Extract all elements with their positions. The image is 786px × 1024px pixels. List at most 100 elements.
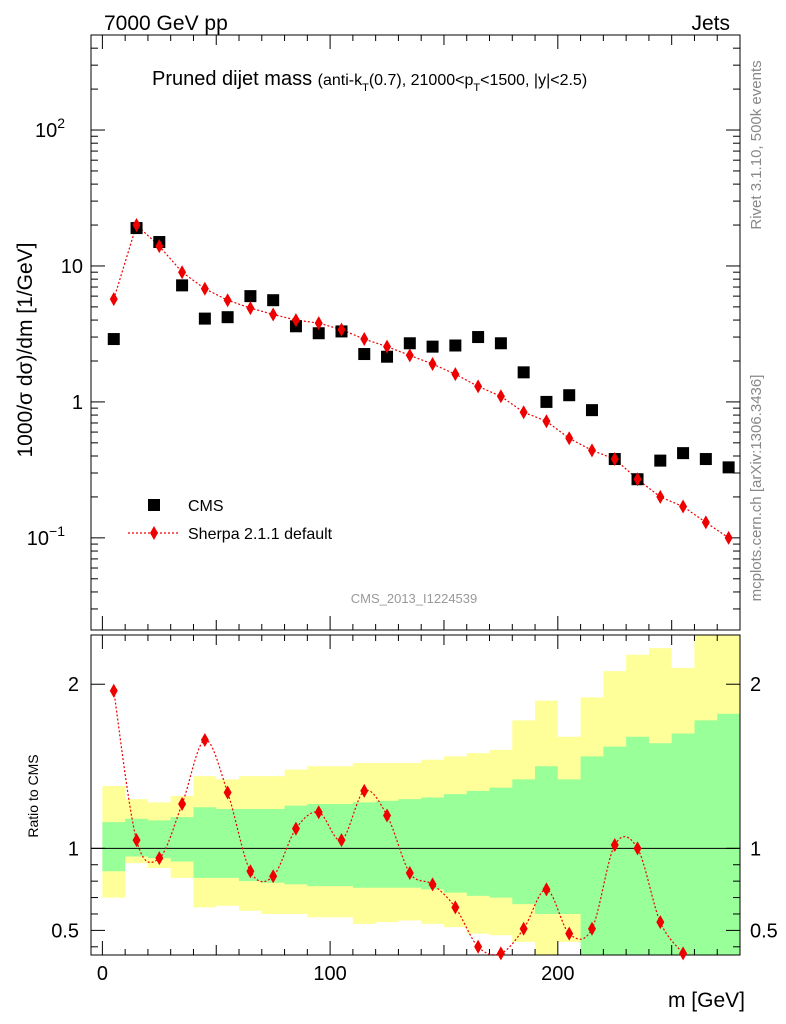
- cms-data-point: [449, 339, 462, 352]
- sherpa-data-point: [451, 367, 460, 382]
- sherpa-data-point: [383, 339, 392, 354]
- ratio-sherpa-point: [337, 833, 346, 848]
- ratio-y-axis-label: Ratio to CMS: [25, 754, 41, 837]
- cms-data-point: [563, 389, 576, 402]
- ratio-sherpa-point: [155, 851, 164, 866]
- x-tick-label: 0: [97, 963, 108, 985]
- cms-data-point: [381, 350, 394, 363]
- ratio-sherpa-point: [496, 946, 505, 961]
- ratio-sherpa-point: [474, 939, 483, 954]
- ratio-sherpa-point: [565, 926, 574, 941]
- sherpa-data-point: [633, 472, 642, 487]
- mcplots-label: mcplots.cern.ch [arXiv:1306.3436]: [748, 375, 765, 602]
- cms-data-point: [267, 294, 280, 307]
- cms-data-point: [244, 290, 257, 303]
- cms-data-point: [540, 395, 553, 408]
- ratio-sherpa-point: [360, 783, 369, 798]
- main-y-tick-label: 10: [61, 256, 83, 278]
- sherpa-data-point: [291, 313, 300, 328]
- sherpa-data-point: [360, 332, 369, 347]
- cms-data-point: [494, 337, 507, 350]
- ratio-sherpa-point: [132, 833, 141, 848]
- ratio-sherpa-point: [405, 865, 414, 880]
- main-y-axis-label: 1000/σ dσ)/dm [1/GeV]: [14, 242, 37, 457]
- title-sub-T2: T: [473, 82, 480, 94]
- sherpa-data-point: [656, 489, 665, 504]
- sherpa-data-point: [679, 499, 688, 514]
- sherpa-data-point: [246, 301, 255, 316]
- sherpa-data-point: [542, 414, 551, 429]
- ratio-sherpa-point: [200, 733, 209, 748]
- cms-data-point: [221, 311, 234, 324]
- x-tick-label: 200: [541, 963, 574, 985]
- ratio-sherpa-point: [109, 683, 118, 698]
- ratio-y-tick-label-left: 1: [68, 838, 79, 860]
- sherpa-data-point: [496, 389, 505, 404]
- ratio-y-tick-label-left: 0.5: [51, 920, 79, 942]
- main-panel: 102 10 1 10−1: [27, 34, 741, 631]
- ratio-y-tick-label-right: 0.5: [750, 920, 778, 942]
- title-sub-3: <1500, |y|<2.5): [480, 72, 587, 89]
- ratio-sherpa-point: [633, 841, 642, 856]
- cms-data-point: [517, 366, 530, 379]
- sherpa-data-point: [610, 452, 619, 467]
- sherpa-data-point: [701, 515, 710, 530]
- sherpa-data-point: [314, 316, 323, 331]
- cms-data-point: [403, 337, 416, 350]
- sherpa-data-point: [109, 292, 118, 307]
- sherpa-data-point: [565, 431, 574, 446]
- title-main-text: Pruned dijet mass: [152, 68, 312, 90]
- ratio-sherpa-point: [679, 946, 688, 961]
- ratio-sherpa-point: [656, 915, 665, 930]
- title-sub-2: (0.7), 21000<p: [369, 72, 474, 89]
- sherpa-data-point: [269, 307, 278, 322]
- x-axis-label: m [GeV]: [668, 989, 745, 1012]
- sherpa-data-point: [587, 443, 596, 458]
- header-energy-label: 7000 GeV pp: [104, 12, 228, 35]
- header-process-label: Jets: [691, 12, 730, 35]
- main-y-tick-label: 1: [72, 392, 83, 414]
- ratio-sherpa-point: [587, 921, 596, 936]
- main-frame: [90, 34, 741, 631]
- ratio-sherpa-point: [428, 877, 437, 892]
- legend-sherpa-marker: [150, 526, 158, 540]
- sherpa-data-point: [155, 239, 164, 254]
- cms-data-point: [358, 348, 371, 361]
- sherpa-data-point: [223, 293, 232, 308]
- ratio-panel: 2 2 1 1 0.5 0.5 0 100 200: [51, 634, 778, 985]
- sherpa-data-point: [337, 322, 346, 337]
- ratio-sherpa-point: [246, 864, 255, 879]
- sherpa-data-point: [428, 357, 437, 372]
- legend-cms-label: CMS: [188, 498, 224, 515]
- cms-data-point: [654, 454, 667, 467]
- cms-data-point: [176, 279, 189, 292]
- ratio-frame: [90, 634, 741, 956]
- cms-data-point: [198, 312, 211, 325]
- ratio-sherpa-point: [383, 808, 392, 823]
- cms-data-point: [699, 453, 712, 466]
- ratio-sherpa-point: [178, 797, 187, 812]
- ratio-sherpa-point: [451, 900, 460, 915]
- ratio-sherpa-point: [223, 785, 232, 800]
- sherpa-data-point: [724, 530, 733, 545]
- legend-sherpa-label: Sherpa 2.1.1 default: [188, 526, 333, 543]
- cms-data-point: [426, 340, 439, 353]
- legend-cms-marker: [148, 499, 160, 511]
- cms-data-point: [312, 327, 325, 340]
- cms-data-point: [107, 333, 120, 346]
- sherpa-data-point: [519, 405, 528, 420]
- ratio-y-tick-label-right: 2: [750, 674, 761, 696]
- sherpa-data-point: [200, 281, 209, 296]
- ratio-y-tick-label-right: 1: [750, 838, 761, 860]
- cms-data-point: [585, 404, 598, 417]
- sherpa-data-point: [405, 348, 414, 363]
- title-sub-T: T: [362, 82, 369, 94]
- cms-data-point: [472, 331, 485, 344]
- main-y-tick-label: 10−1: [27, 523, 65, 550]
- ratio-sherpa-point: [314, 805, 323, 820]
- analysis-watermark: CMS_2013_I1224539: [351, 591, 478, 606]
- sherpa-data-point: [474, 379, 483, 394]
- title-sub-1: (anti-k: [318, 72, 363, 89]
